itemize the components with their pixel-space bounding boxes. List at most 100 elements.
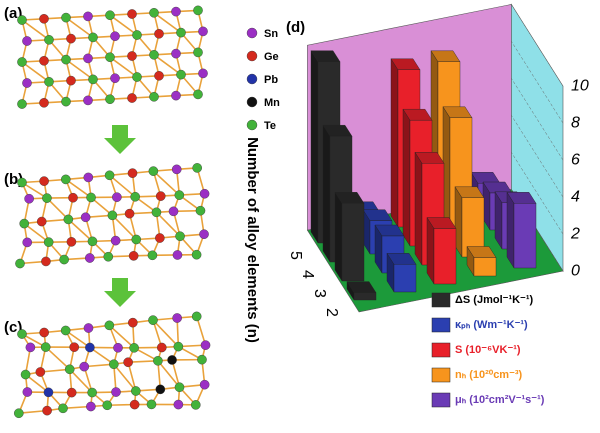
bond [45, 346, 71, 370]
arrow [104, 125, 136, 307]
bond [127, 362, 137, 392]
atom [17, 57, 27, 67]
z-gridline [511, 78, 564, 161]
atom [190, 400, 201, 410]
atom [84, 253, 95, 263]
bar [506, 191, 537, 269]
legend-atom [246, 27, 258, 39]
bar [454, 186, 485, 258]
bond [152, 319, 179, 348]
atom [104, 320, 115, 331]
atom [42, 193, 52, 203]
atom [124, 208, 135, 219]
atom [199, 188, 210, 199]
atom [105, 94, 115, 104]
atom [147, 250, 158, 261]
atom [39, 327, 49, 338]
bond [113, 363, 137, 392]
bond [89, 346, 115, 365]
atom [127, 51, 137, 61]
atom [151, 207, 162, 218]
atom [199, 229, 209, 239]
atom [83, 53, 93, 64]
atom [87, 236, 98, 247]
atom [17, 329, 27, 339]
atom [195, 205, 206, 216]
atom [168, 206, 179, 217]
atom [69, 342, 80, 352]
bond [65, 58, 94, 81]
legend-label: κₚₕ (Wm⁻¹K⁻¹) [455, 319, 528, 331]
z-gridline [511, 4, 564, 87]
atom [22, 78, 32, 88]
depth-tick-label: 2 [323, 308, 340, 317]
bar [334, 191, 365, 282]
atom [88, 32, 98, 43]
atom [68, 192, 78, 203]
atom [64, 364, 75, 375]
bar-front [341, 203, 365, 282]
atom [131, 386, 141, 396]
atom [22, 237, 33, 248]
bond [69, 368, 93, 394]
atom [200, 340, 211, 350]
atom [173, 341, 184, 352]
atom [103, 251, 114, 262]
z-gridline [511, 41, 564, 124]
legend-swatch [431, 367, 451, 383]
bond [40, 368, 70, 373]
atom [171, 6, 181, 17]
bar-front [353, 292, 377, 301]
atom [35, 367, 46, 377]
legend-label: Mn [264, 97, 280, 109]
atom [127, 168, 138, 178]
atom [15, 258, 25, 269]
atom [66, 75, 76, 86]
atom [110, 73, 120, 83]
atom [154, 71, 164, 81]
bond [84, 363, 114, 368]
atom [198, 26, 208, 37]
atom [172, 250, 183, 260]
panel-label: (d) [286, 19, 305, 36]
bond [65, 329, 91, 349]
atom [154, 28, 164, 39]
atom [155, 384, 166, 395]
lattice [17, 5, 208, 109]
legend-label: Te [264, 120, 276, 132]
atom [19, 218, 30, 229]
atom [61, 96, 71, 107]
atom [192, 163, 202, 173]
depth-tick-label: 3 [311, 289, 328, 298]
bond [109, 56, 138, 78]
atom [132, 72, 142, 82]
bond [65, 16, 94, 39]
bond [21, 181, 48, 199]
bar-front [393, 264, 417, 293]
bond [46, 197, 69, 220]
atom [174, 382, 185, 392]
atom [171, 48, 181, 59]
atom [193, 89, 203, 100]
atom [43, 387, 54, 398]
atom [66, 33, 76, 44]
atom [193, 47, 203, 58]
atom [83, 323, 94, 333]
z-gridline [511, 152, 564, 235]
atom [86, 401, 96, 412]
atom [199, 379, 210, 390]
legend-swatch [431, 292, 451, 308]
bar [466, 245, 497, 277]
atom [36, 216, 47, 227]
atom [104, 170, 115, 181]
atom [66, 237, 77, 247]
bond [128, 360, 158, 364]
atom [130, 191, 140, 202]
atom [22, 36, 32, 46]
panel-label: (a) [4, 5, 22, 22]
atom [197, 354, 207, 365]
atom [105, 52, 115, 63]
atom [59, 254, 69, 265]
atom [22, 387, 33, 397]
bond [21, 19, 50, 41]
